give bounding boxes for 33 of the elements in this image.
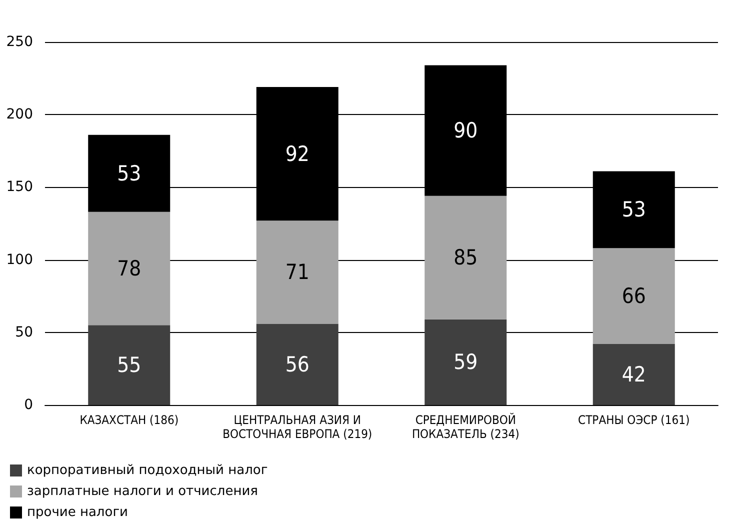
bar	[424, 319, 507, 405]
bar	[424, 196, 507, 320]
y-tick-label: 100	[6, 252, 33, 268]
y-tick-label: 150	[6, 179, 33, 196]
data-label: 53	[117, 161, 142, 186]
bar	[88, 325, 170, 405]
data-label: 90	[454, 118, 478, 143]
data-label: 78	[117, 256, 142, 281]
data-label: 85	[454, 246, 478, 270]
y-tick-label: 50	[15, 324, 33, 340]
y-tick-label: 250	[6, 34, 33, 50]
bar	[256, 220, 338, 324]
x-tick-label: СРЕДНЕМИРОВОЙ ПОКАЗАТЕЛЬ (234)	[412, 412, 520, 441]
data-label: 92	[285, 142, 310, 166]
bar	[592, 248, 675, 344]
bar	[592, 344, 675, 405]
legend-label: зарплатные налоги и отчисления	[27, 484, 258, 499]
data-label: 66	[622, 284, 646, 308]
data-label: 42	[622, 362, 646, 387]
bar	[256, 324, 338, 405]
data-label: 55	[117, 353, 142, 378]
data-label: 71	[285, 260, 310, 284]
x-tick-label: СТРАНЫ ОЭСР (161)	[578, 413, 690, 427]
data-label: 53	[622, 198, 646, 222]
data-label: 59	[454, 350, 478, 374]
x-tick-label: ЦЕНТРАЛЬНАЯ АЗИЯ И ВОСТОЧНАЯ ЕВРОПА (219)	[222, 413, 372, 441]
y-tick-label: 200	[6, 106, 33, 123]
x-tick-label: КАЗАХСТАН (186)	[80, 413, 179, 427]
data-label: 56	[285, 352, 310, 376]
legend-label: корпоративный подоходный налог	[27, 463, 268, 478]
y-tick-label: 0	[24, 397, 33, 413]
legend-label: прочие налоги	[27, 505, 128, 520]
bar	[88, 212, 170, 326]
